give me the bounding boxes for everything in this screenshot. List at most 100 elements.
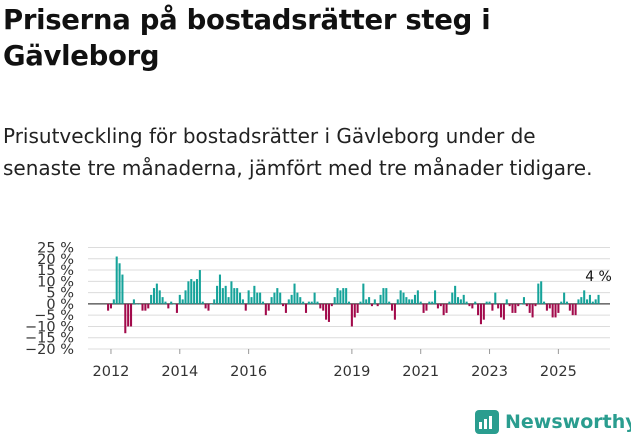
- bar: [161, 297, 164, 304]
- x-tick-label: 2021: [402, 364, 439, 380]
- y-tick-label: −5 %: [34, 308, 74, 324]
- bar: [276, 288, 279, 304]
- bar: [373, 299, 376, 304]
- newsworthy-logo-icon: [475, 410, 499, 434]
- bar: [170, 301, 173, 304]
- newsworthy-logo: Newsworthy: [475, 407, 631, 437]
- bar: [233, 288, 236, 304]
- bar: [213, 299, 216, 304]
- bar: [109, 303, 112, 309]
- bar: [164, 301, 167, 304]
- y-tick-label: −20 %: [25, 342, 74, 358]
- bar: [537, 283, 540, 304]
- bar: [451, 292, 454, 304]
- bar: [155, 283, 158, 304]
- bar: [261, 301, 265, 304]
- bar: [347, 301, 351, 304]
- bar: [339, 290, 342, 304]
- bar: [574, 303, 577, 316]
- y-tick-label: 5 %: [46, 286, 74, 302]
- bar: [279, 292, 282, 304]
- bar: [121, 274, 124, 304]
- bar: [428, 301, 431, 304]
- bar: [425, 303, 428, 311]
- bar: [267, 303, 270, 311]
- bar: [388, 301, 391, 304]
- bar: [124, 303, 127, 334]
- bar: [442, 303, 445, 316]
- bar: [471, 303, 474, 309]
- bar: [144, 303, 147, 311]
- x-tick-label: 2014: [161, 364, 198, 380]
- bar: [405, 297, 408, 304]
- y-tick-label: −10 %: [25, 319, 74, 335]
- bar: [568, 303, 571, 311]
- bar: [241, 299, 244, 304]
- bar: [465, 301, 468, 304]
- bar: [244, 303, 247, 311]
- bar: [132, 299, 135, 304]
- bar: [210, 303, 213, 305]
- bar: [193, 281, 196, 304]
- bar: [499, 303, 503, 318]
- y-tick-label: 0 %: [46, 297, 74, 313]
- bar: [376, 303, 379, 307]
- bar: [325, 303, 328, 320]
- x-tick-label: 2025: [540, 364, 577, 380]
- y-tick-label: −15 %: [25, 331, 74, 347]
- bar: [296, 292, 299, 304]
- bar: [565, 301, 569, 304]
- bar: [345, 288, 348, 304]
- bar: [431, 301, 434, 304]
- bar: [586, 299, 589, 304]
- bar: [112, 299, 115, 304]
- y-tick-label: 15 %: [37, 263, 74, 279]
- grid-lines: [88, 247, 610, 350]
- bar: [284, 303, 287, 313]
- bar: [141, 303, 144, 311]
- y-tick-label: 25 %: [37, 241, 74, 257]
- bar: [477, 303, 480, 316]
- bar: [256, 292, 259, 304]
- bar: [434, 290, 437, 304]
- bar: [416, 290, 419, 304]
- bar: [342, 288, 345, 304]
- bar: [548, 303, 551, 309]
- bar: [236, 288, 239, 304]
- bar: [514, 303, 517, 313]
- bar: [362, 283, 365, 304]
- bar: [588, 294, 591, 304]
- bar: [488, 301, 491, 304]
- x-tick-label: 2019: [333, 364, 370, 380]
- bar: [497, 303, 500, 309]
- bar: [580, 297, 583, 304]
- bar: [365, 299, 368, 304]
- bar: [393, 303, 396, 320]
- bar: [419, 301, 422, 304]
- bar: [181, 299, 184, 304]
- bar: [184, 290, 187, 304]
- bar: [479, 303, 482, 325]
- bar: [299, 297, 302, 304]
- y-axis-labels: −20 %−15 %−10 %−5 %0 %5 %10 %15 %20 %25 …: [25, 241, 74, 359]
- bar: [127, 303, 130, 327]
- bar: [517, 303, 520, 307]
- bar: [230, 281, 233, 304]
- bar: [411, 299, 414, 304]
- bar: [439, 303, 442, 307]
- bar: [158, 290, 161, 304]
- bar: [459, 299, 462, 304]
- bar: [448, 301, 451, 304]
- bar: [520, 303, 523, 305]
- bar: [591, 301, 594, 304]
- bar: [253, 285, 256, 304]
- bar: [319, 303, 322, 309]
- bar: [118, 263, 121, 304]
- bar: [540, 281, 543, 304]
- bar: [273, 292, 276, 304]
- bar: [408, 299, 411, 304]
- bar: [583, 290, 586, 304]
- bar: [304, 303, 308, 313]
- bar: [282, 303, 285, 307]
- bar: [454, 285, 457, 304]
